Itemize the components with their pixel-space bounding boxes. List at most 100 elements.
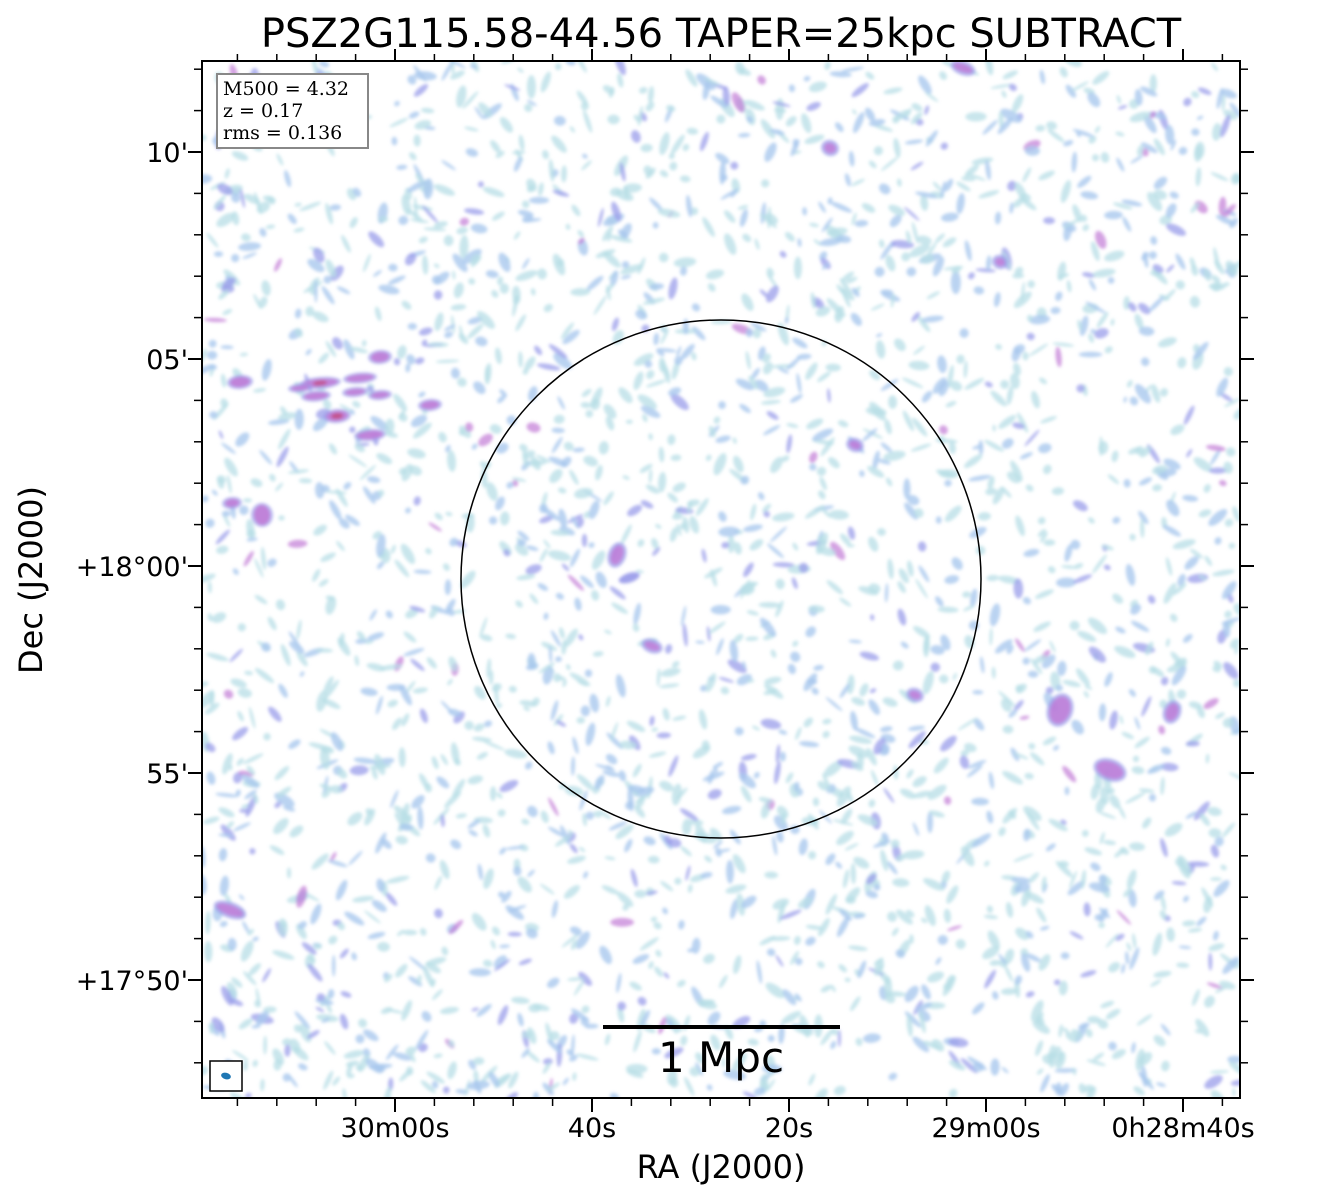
emission-blob — [908, 360, 930, 371]
emission-blob — [442, 1086, 450, 1094]
emission-blob — [703, 953, 715, 964]
emission-blob — [1037, 516, 1046, 525]
emission-blob — [775, 578, 785, 590]
emission-blob — [289, 825, 304, 838]
emission-blob — [758, 796, 773, 804]
emission-blob — [251, 1024, 261, 1029]
emission-blob — [873, 146, 883, 156]
emission-blob — [571, 1008, 588, 1021]
emission-blob — [1088, 882, 1110, 893]
emission-blob — [580, 575, 594, 589]
emission-blob — [1103, 564, 1111, 571]
emission-blob — [868, 160, 877, 169]
emission-blob — [1029, 314, 1051, 325]
emission-blob — [616, 973, 622, 993]
emission-blob — [909, 243, 931, 258]
emission-blob — [1229, 102, 1240, 118]
emission-blob — [310, 903, 322, 925]
emission-blob — [503, 549, 511, 557]
emission-blob — [1055, 291, 1063, 302]
emission-blob — [1164, 822, 1183, 837]
emission-blob — [261, 642, 271, 652]
emission-blob — [445, 511, 453, 517]
emission-blob — [915, 578, 928, 599]
emission-blob — [402, 929, 418, 936]
emission-blob — [444, 324, 456, 332]
emission-blob — [238, 1018, 253, 1030]
emission-blob — [1043, 217, 1055, 225]
emission-blob — [1045, 843, 1056, 852]
emission-blob — [1141, 142, 1158, 154]
emission-blob — [569, 126, 575, 133]
emission-blob — [1121, 199, 1143, 207]
emission-blob — [1130, 155, 1144, 164]
emission-blob — [1126, 380, 1133, 388]
emission-blob — [486, 482, 498, 501]
emission-blob — [1025, 892, 1044, 904]
emission-blob — [1163, 289, 1176, 302]
emission-blob — [744, 99, 765, 111]
emission-blob — [866, 747, 877, 766]
info-redshift: z = 0.17 — [223, 100, 303, 122]
emission-blob — [1037, 529, 1047, 537]
emission-blob — [490, 939, 496, 950]
emission-map — [202, 61, 1240, 1098]
emission-blob — [1198, 574, 1207, 581]
emission-blob — [1177, 573, 1186, 587]
emission-blob — [1129, 842, 1146, 851]
emission-blob — [1109, 710, 1118, 730]
emission-blob — [963, 360, 968, 379]
emission-blob — [1234, 644, 1239, 655]
emission-blob — [499, 389, 508, 398]
emission-blob — [739, 209, 748, 227]
emission-blob — [632, 623, 640, 632]
emission-blob — [1156, 1082, 1166, 1087]
emission-blob — [805, 626, 816, 638]
emission-blob — [274, 258, 282, 272]
emission-blob — [659, 780, 674, 792]
emission-blob — [1220, 88, 1237, 99]
emission-blob — [1014, 975, 1023, 985]
emission-blob — [767, 1034, 775, 1042]
emission-blob — [232, 726, 249, 741]
emission-blob — [659, 132, 670, 156]
emission-blob — [992, 424, 996, 432]
emission-blob — [423, 178, 434, 200]
emission-blob — [679, 175, 691, 183]
emission-blob — [499, 283, 509, 294]
emission-blob — [740, 579, 750, 599]
emission-blob — [552, 189, 570, 197]
emission-blob — [316, 993, 326, 1001]
emission-blob — [702, 771, 725, 782]
emission-blob — [1011, 94, 1024, 113]
emission-blob — [1046, 121, 1058, 130]
chart-title: PSZ2G115.58-44.56 TAPER=25kpc SUBTRACT — [261, 11, 1182, 57]
emission-blob — [764, 142, 777, 162]
emission-blob — [571, 516, 579, 529]
r500-circle — [460, 319, 982, 839]
emission-blob — [206, 652, 229, 662]
emission-blob — [816, 466, 827, 476]
emission-blob — [1040, 531, 1048, 543]
emission-blob — [575, 61, 587, 73]
emission-blob — [918, 75, 932, 95]
emission-blob — [468, 968, 492, 977]
emission-blob — [1088, 517, 1095, 524]
emission-blob — [984, 969, 996, 989]
emission-blob — [939, 674, 949, 684]
emission-blob — [606, 732, 623, 750]
emission-blob — [322, 399, 332, 410]
emission-blob — [774, 108, 787, 113]
emission-blob — [792, 640, 799, 647]
emission-blob — [464, 1078, 471, 1097]
emission-blob — [1190, 202, 1200, 213]
emission-blob — [293, 227, 305, 233]
emission-blob — [649, 283, 664, 290]
emission-blob — [1173, 660, 1188, 668]
emission-blob — [1170, 424, 1185, 436]
emission-blob — [282, 1073, 292, 1082]
emission-blob — [979, 656, 985, 674]
emission-blob — [570, 288, 591, 296]
emission-blob — [522, 368, 529, 375]
emission-blob — [647, 86, 655, 104]
